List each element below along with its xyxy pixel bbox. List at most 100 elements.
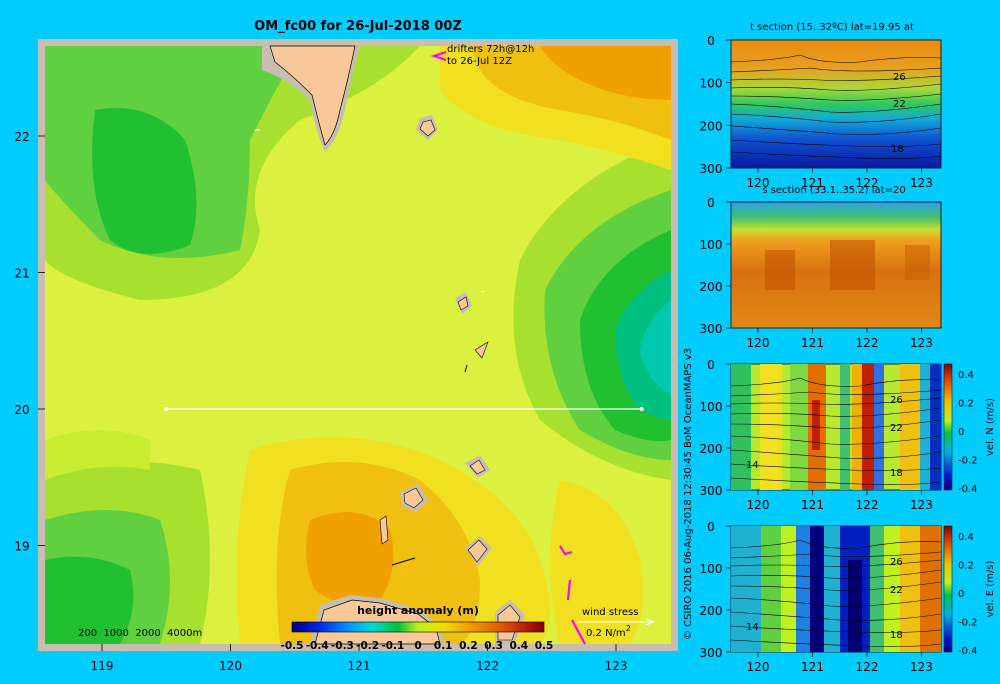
panel1-plot bbox=[730, 39, 942, 169]
colorbar-title: height anomaly (m) bbox=[357, 604, 479, 617]
colorbar-tick-label: 0 bbox=[414, 640, 421, 652]
colorbar-tick-label: -0.5 bbox=[281, 640, 304, 652]
panel3-colorbar-tick-label: -0.2 bbox=[958, 456, 978, 467]
panel1-y-tick-label: 200 bbox=[700, 119, 723, 133]
panel4-y-tick-label: 300 bbox=[700, 646, 723, 660]
drifter-tracks bbox=[430, 50, 586, 645]
wind-scale-arrowhead bbox=[645, 618, 656, 626]
panel4-contour-26: 26 bbox=[890, 557, 903, 568]
panel2-y-tick-label: 300 bbox=[700, 322, 723, 336]
panel4-y-tick-label: 0 bbox=[707, 520, 715, 534]
map-y-tick-labels: 22 21 20 19 bbox=[14, 130, 45, 554]
panel1-title: t section (15..32ºC) lat=19.95 at bbox=[750, 22, 914, 33]
panel1-contour-22: 22 bbox=[893, 99, 906, 110]
panel4-colorbar-tick-label: -0.4 bbox=[958, 646, 978, 657]
panel4-colorbar-tick-label: 0 bbox=[958, 589, 964, 600]
panel1-y-tick-label: 300 bbox=[700, 162, 723, 176]
panel1-x-tick-label: 123 bbox=[910, 176, 933, 190]
panel4-colorbar-label: vel. E (m/s) bbox=[985, 560, 996, 617]
panel1-contours bbox=[730, 54, 942, 159]
colorbar-tick-labels: -0.5 -0.4 -0.3 -0.2 -0.1 0 0.1 0.2 0.3 0.4 0.5 bbox=[281, 640, 554, 652]
panel3-y-tick-label: 200 bbox=[700, 442, 723, 456]
panel4-x-tick-label: 123 bbox=[910, 660, 933, 674]
map-x-tick-labels: 119 120 121 122 123 bbox=[91, 644, 628, 673]
panel3-x-tick-label: 122 bbox=[856, 498, 879, 512]
panel1-x-tick-label: 122 bbox=[856, 176, 879, 190]
panel3-x-tick-label: 120 bbox=[747, 498, 770, 512]
panel1-contour-26: 26 bbox=[893, 72, 906, 83]
panel1-y-tick-label: 0 bbox=[707, 34, 715, 48]
map-y-tick-label: 20 bbox=[14, 403, 29, 417]
panel3-colorbar-tick-label: -0.4 bbox=[958, 484, 978, 495]
panel2-y-tick-label: 100 bbox=[700, 238, 723, 252]
panel4-x-tick-label: 120 bbox=[747, 660, 770, 674]
panel3-y-tick-label: 0 bbox=[707, 358, 715, 372]
panel3-contour-26: 26 bbox=[890, 395, 903, 406]
panel4-contour-22: 22 bbox=[890, 585, 903, 596]
map-y-tick-label: 22 bbox=[14, 130, 29, 144]
chart-title: OM_fc00 for 26-Jul-2018 00Z bbox=[254, 19, 462, 34]
panel1-x-tick-label: 120 bbox=[747, 176, 770, 190]
panel2-y-tick-label: 200 bbox=[700, 280, 723, 294]
section-line-end bbox=[639, 407, 644, 411]
panel3-colorbar bbox=[943, 363, 953, 491]
colorbar-tick-label: 0.5 bbox=[535, 640, 554, 652]
panel4-y-tick-label: 200 bbox=[700, 604, 723, 618]
panel3-y-tick-label: 100 bbox=[700, 400, 723, 414]
colorbar-tick-label: -0.2 bbox=[356, 640, 379, 652]
height-colorbar bbox=[291, 621, 545, 633]
panel3-colorbar-tick-label: 0.4 bbox=[958, 370, 974, 381]
panel4-x-tick-label: 122 bbox=[856, 660, 879, 674]
credit-text: © CSIRO 2016 06-Aug-2018 12:30:45 BoM Oc… bbox=[683, 348, 694, 640]
colorbar-tick-label: -0.4 bbox=[306, 640, 329, 652]
colorbar-tick-label: 0.4 bbox=[509, 640, 528, 652]
map-x-tick-label: 121 bbox=[348, 659, 371, 673]
drifters-label-line2: to 26-Jul 12Z bbox=[447, 56, 512, 67]
panel2-x-tick-label: 123 bbox=[910, 336, 933, 350]
panel4-colorbar-tick-label: 0.4 bbox=[958, 532, 974, 543]
colorbar-tick-label: 0.3 bbox=[484, 640, 503, 652]
panel3-y-tick-label: 300 bbox=[700, 484, 723, 498]
panel-tick-labels: 0 100 200 300 120 121 122 123 0 100 200 300 120 121 12… bbox=[700, 34, 978, 674]
section-line-start bbox=[164, 407, 169, 411]
panel2-texture bbox=[765, 240, 930, 290]
panel4-contours bbox=[730, 539, 942, 647]
panel2-title: s section (33.1..35.2) lat=20 bbox=[762, 185, 905, 196]
panel4-colorbar-tick-label: -0.2 bbox=[958, 618, 978, 629]
depth-legend: 200 1000 2000 4000m bbox=[78, 628, 202, 639]
map-y-tick-label: 19 bbox=[14, 540, 29, 554]
map-x-tick-label: 119 bbox=[91, 659, 114, 673]
panel4-x-tick-label: 121 bbox=[801, 660, 824, 674]
height-anomaly-field bbox=[45, 46, 671, 644]
colorbar-tick-label: 0.2 bbox=[459, 640, 478, 652]
map-x-tick-label: 120 bbox=[219, 659, 242, 673]
wind-stress-label: wind stress bbox=[582, 607, 638, 618]
panel4-colorbar bbox=[943, 525, 953, 653]
panel2-y-tick-label: 0 bbox=[707, 196, 715, 210]
map-x-tick-label: 123 bbox=[605, 659, 628, 673]
panel3-x-tick-label: 121 bbox=[801, 498, 824, 512]
panel2-x-tick-label: 120 bbox=[747, 336, 770, 350]
panel4-contour-18: 18 bbox=[890, 630, 903, 641]
panel4-contour-14: 14 bbox=[746, 622, 759, 633]
panel3-colorbar-tick-label: 0.2 bbox=[958, 399, 974, 410]
panel3-contour-22: 22 bbox=[890, 423, 903, 434]
panel3-contour-18: 18 bbox=[890, 468, 903, 479]
panel1-contour-18: 18 bbox=[891, 144, 904, 155]
panel4-field bbox=[731, 526, 941, 652]
panel3-colorbar-label: vel. N (m/s) bbox=[985, 398, 996, 456]
panel1-x-tick-label: 121 bbox=[801, 176, 824, 190]
map-y-tick-label: 21 bbox=[14, 267, 29, 281]
drifters-label-line1: drifters 72h@12h bbox=[447, 44, 534, 55]
panel3-contours bbox=[730, 377, 942, 485]
panel3-contour-14: 14 bbox=[746, 460, 759, 471]
colorbar-tick-label: -0.1 bbox=[381, 640, 404, 652]
panel2-x-tick-label: 122 bbox=[856, 336, 879, 350]
panel2-x-tick-label: 121 bbox=[801, 336, 824, 350]
wind-arrows bbox=[255, 129, 485, 566]
panel4-y-tick-label: 100 bbox=[700, 562, 723, 576]
wind-scale-value: 0.2 N/m2 bbox=[586, 624, 631, 639]
colorbar-tick-label: 0.1 bbox=[434, 640, 453, 652]
colorbar-tick-label: -0.3 bbox=[331, 640, 354, 652]
